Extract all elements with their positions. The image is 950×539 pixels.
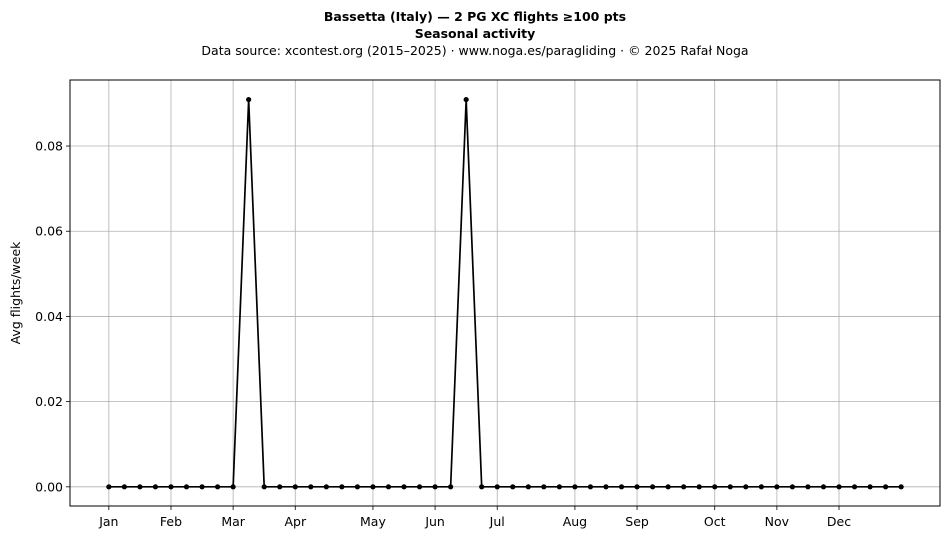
data-point [883, 484, 889, 490]
data-point [743, 484, 749, 490]
data-point [898, 484, 904, 490]
data-point [851, 484, 858, 490]
data-point [681, 484, 687, 490]
y-tick-label: 0.06 [35, 224, 63, 239]
data-point [214, 484, 221, 490]
grid-lines [70, 80, 940, 506]
data-point [121, 484, 127, 490]
x-tick-label-sep: Sep [625, 514, 649, 529]
data-point [370, 484, 376, 490]
data-point [727, 484, 733, 490]
x-tick-label-may: May [360, 514, 386, 529]
data-point [339, 484, 345, 490]
data-point [867, 484, 873, 490]
data-point [246, 96, 252, 103]
data-point [774, 484, 780, 490]
y-axis-label: Avg flights/week [8, 241, 23, 345]
data-point [106, 484, 112, 490]
x-tick-label-apr: Apr [284, 514, 306, 529]
data-point [432, 484, 438, 490]
data-point [712, 484, 718, 490]
data-point [634, 484, 640, 490]
data-point [541, 484, 547, 490]
x-tick-label-nov: Nov [765, 514, 790, 529]
data-point [323, 484, 329, 490]
data-point [572, 484, 578, 490]
data-point [463, 96, 469, 103]
data-point [401, 484, 407, 490]
data-point [494, 484, 500, 490]
data-point [183, 484, 190, 490]
data-point [603, 484, 609, 490]
chart-title-block: Bassetta (Italy) — 2 PG XC flights ≥100 … [0, 8, 950, 59]
data-point [448, 484, 454, 490]
series-line [108, 98, 902, 488]
data-point [836, 484, 842, 490]
data-point [152, 484, 159, 490]
x-tick-label-aug: Aug [563, 514, 587, 529]
data-point [385, 484, 392, 490]
y-tick-label: 0.02 [35, 394, 63, 409]
x-tick-label-dec: Dec [827, 514, 851, 529]
y-axis: 0.00 0.02 0.04 0.06 0.08 [35, 139, 70, 494]
data-point [479, 484, 485, 490]
data-point [354, 484, 361, 490]
data-point [587, 484, 594, 490]
data-point [199, 484, 205, 490]
chart-source-note: Data source: xcontest.org (2015–2025) · … [201, 43, 749, 58]
data-point [649, 484, 656, 490]
data-point [556, 484, 562, 490]
x-tick-label-jul: Jul [489, 514, 505, 529]
data-point [696, 484, 702, 490]
data-point [820, 484, 827, 490]
data-point [416, 484, 423, 490]
chart-title: Bassetta (Italy) — 2 PG XC flights ≥100 … [323, 9, 627, 24]
data-point [230, 484, 236, 490]
data-point [137, 484, 143, 490]
data-point [510, 484, 516, 490]
data-point [758, 484, 764, 490]
data-point [789, 484, 796, 490]
data-point [665, 484, 671, 490]
y-tick-label: 0.04 [35, 309, 63, 324]
plot-frame [69, 79, 941, 507]
data-point [805, 484, 811, 490]
data-point [525, 484, 531, 490]
data-point [261, 484, 267, 490]
x-tick-label-mar: Mar [221, 514, 245, 529]
x-tick-label-feb: Feb [160, 514, 182, 529]
data-point [308, 484, 314, 490]
x-axis: Jan Feb Mar Apr May Jun Jul Aug Sep Oct Nov Dec [98, 506, 851, 529]
x-tick-label-jan: Jan [98, 514, 118, 529]
data-point [168, 484, 174, 490]
data-point [292, 484, 298, 490]
y-tick-label: 0.00 [35, 479, 63, 494]
chart-subtitle: Seasonal activity [414, 26, 536, 41]
data-point [277, 484, 283, 490]
x-tick-label-jun: Jun [424, 514, 445, 529]
x-tick-label-oct: Oct [704, 514, 726, 529]
y-tick-label: 0.08 [35, 139, 63, 154]
series-group [106, 96, 904, 490]
data-point [618, 484, 625, 490]
